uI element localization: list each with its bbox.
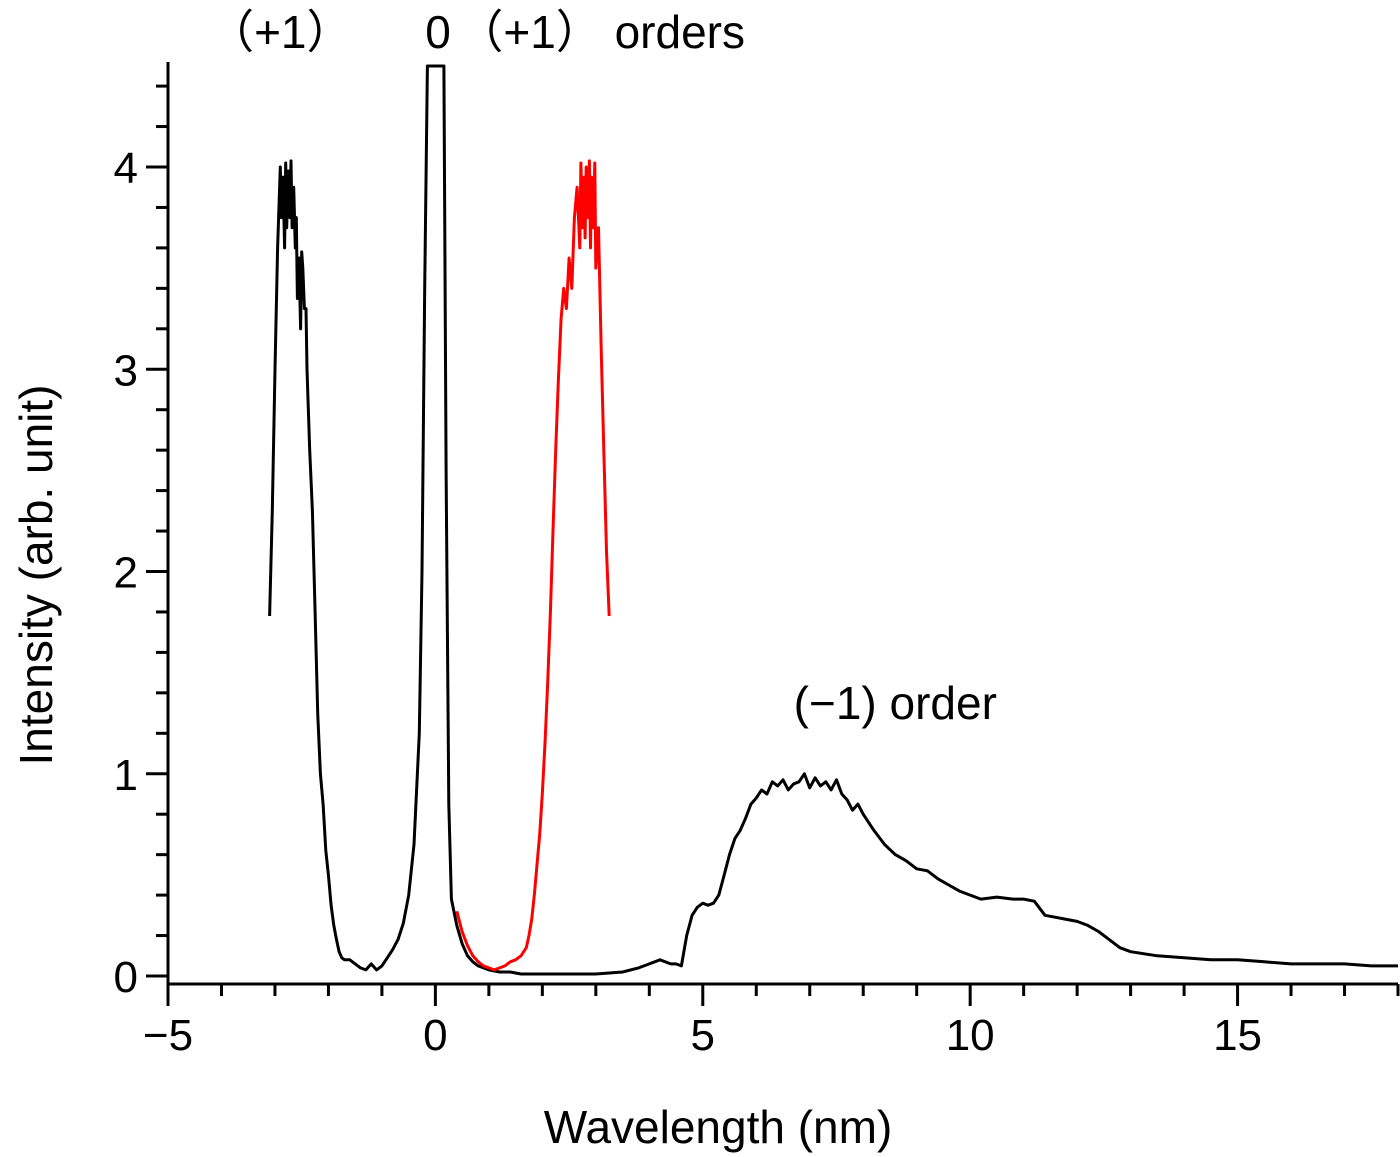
x-axis-title: Wavelength (nm) (544, 1101, 893, 1153)
annotations: （+1） 0 （+1） orders (−1) order (208, 6, 997, 729)
axes (146, 62, 1400, 1006)
annotation-label: （+1） (208, 6, 352, 58)
x-tick-label: 10 (946, 1011, 995, 1060)
plot-lines (268, 64, 1398, 976)
y-tick-label: 1 (114, 751, 138, 800)
y-tick-label: 2 (114, 549, 138, 598)
y-axis-title: Intensity (arb. unit) (10, 385, 62, 766)
y-tick-label: 4 (114, 144, 138, 193)
y-tick-label: 3 (114, 346, 138, 395)
series-line-1 (455, 159, 611, 972)
x-tick-label: 5 (691, 1011, 715, 1060)
y-tick-label: 0 (114, 953, 138, 1002)
x-tick-label: −5 (143, 1011, 193, 1060)
annotation-label: （+1） orders (457, 6, 745, 58)
x-tick-label: 0 (423, 1011, 447, 1060)
series-line-0 (268, 64, 1398, 976)
x-tick-label: 15 (1213, 1011, 1262, 1060)
annotation-label: (−1) order (794, 677, 997, 729)
annotation-label: 0 (425, 6, 451, 58)
